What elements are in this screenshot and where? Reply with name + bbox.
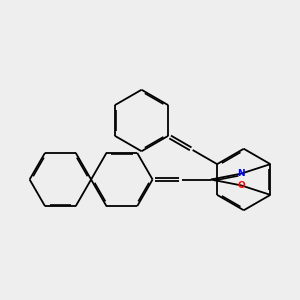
Text: O: O xyxy=(237,181,245,190)
Text: N: N xyxy=(237,169,245,178)
